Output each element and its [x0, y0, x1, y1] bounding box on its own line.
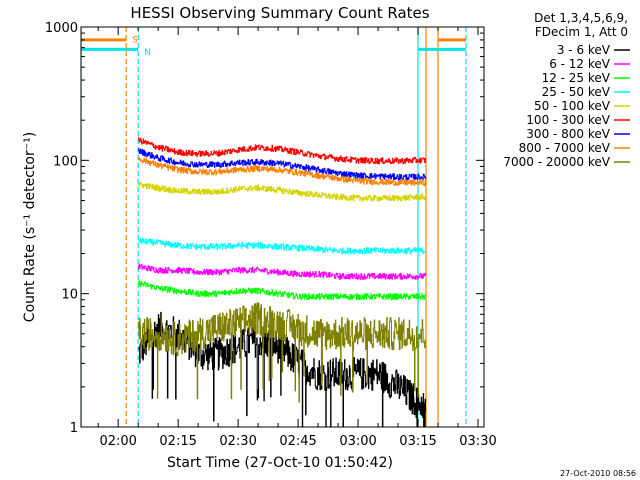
footer-timestamp: 27-Oct-2010 08:56	[560, 469, 636, 478]
series-line	[138, 302, 426, 403]
legend-header: Det 1,3,4,5,6,9,	[534, 11, 628, 25]
x-tick-label: 02:30	[219, 434, 256, 449]
series-line	[138, 237, 426, 255]
flag-annotation: N	[144, 48, 151, 58]
x-tick-label: 03:30	[459, 434, 496, 449]
legend-entry-label: 800 - 7000 keV	[519, 141, 611, 155]
legend-entry-label: 25 - 50 keV	[542, 85, 611, 99]
legend-entry-label: 3 - 6 keV	[557, 43, 611, 57]
y-tick-label: 1000	[45, 21, 78, 36]
legend-entry-label: 300 - 800 keV	[526, 127, 610, 141]
x-axis: 02:00 02:15 02:30 02:45 03:00 03:15 03:30	[97, 27, 497, 449]
legend-entry-label: 12 - 25 keV	[542, 71, 611, 85]
x-tick-label: 02:45	[279, 434, 316, 449]
series-line	[138, 157, 426, 187]
y-tick-label: 10	[61, 288, 78, 303]
chart-title: HESSI Observing Summary Count Rates	[130, 4, 429, 22]
x-axis-label: Start Time (27-Oct-10 01:50:42)	[167, 455, 393, 471]
series-line	[138, 148, 426, 181]
flag-annotation: S	[132, 35, 138, 45]
series-line	[138, 136, 426, 165]
legend-entry-label: 50 - 100 keV	[534, 99, 611, 113]
legend-entry-label: 7000 - 20000 keV	[503, 155, 610, 169]
legend-header: FDecim 1, Att 0	[535, 25, 628, 39]
x-tick-label: 03:15	[399, 434, 436, 449]
x-tick-label: 02:15	[159, 434, 196, 449]
series-line	[138, 263, 426, 280]
y-axis: 1 10 100 1000	[45, 21, 484, 436]
y-axis-label: Count Rate (s⁻¹ detector⁻¹)	[22, 132, 38, 322]
y-tick-label: 1	[70, 421, 78, 436]
series-line	[138, 280, 426, 301]
x-tick-label: 03:00	[339, 434, 376, 449]
y-tick-label: 100	[53, 154, 78, 169]
flag-annotations: SN	[132, 35, 151, 58]
legend: Det 1,3,4,5,6,9,FDecim 1, Att 0 3 - 6 keV…	[503, 11, 630, 169]
legend-entry-label: 100 - 300 keV	[526, 113, 610, 127]
plot-frame	[80, 26, 485, 428]
x-tick-label: 02:00	[99, 434, 136, 449]
legend-entry-label: 6 - 12 keV	[549, 57, 611, 71]
series-line	[138, 181, 426, 202]
